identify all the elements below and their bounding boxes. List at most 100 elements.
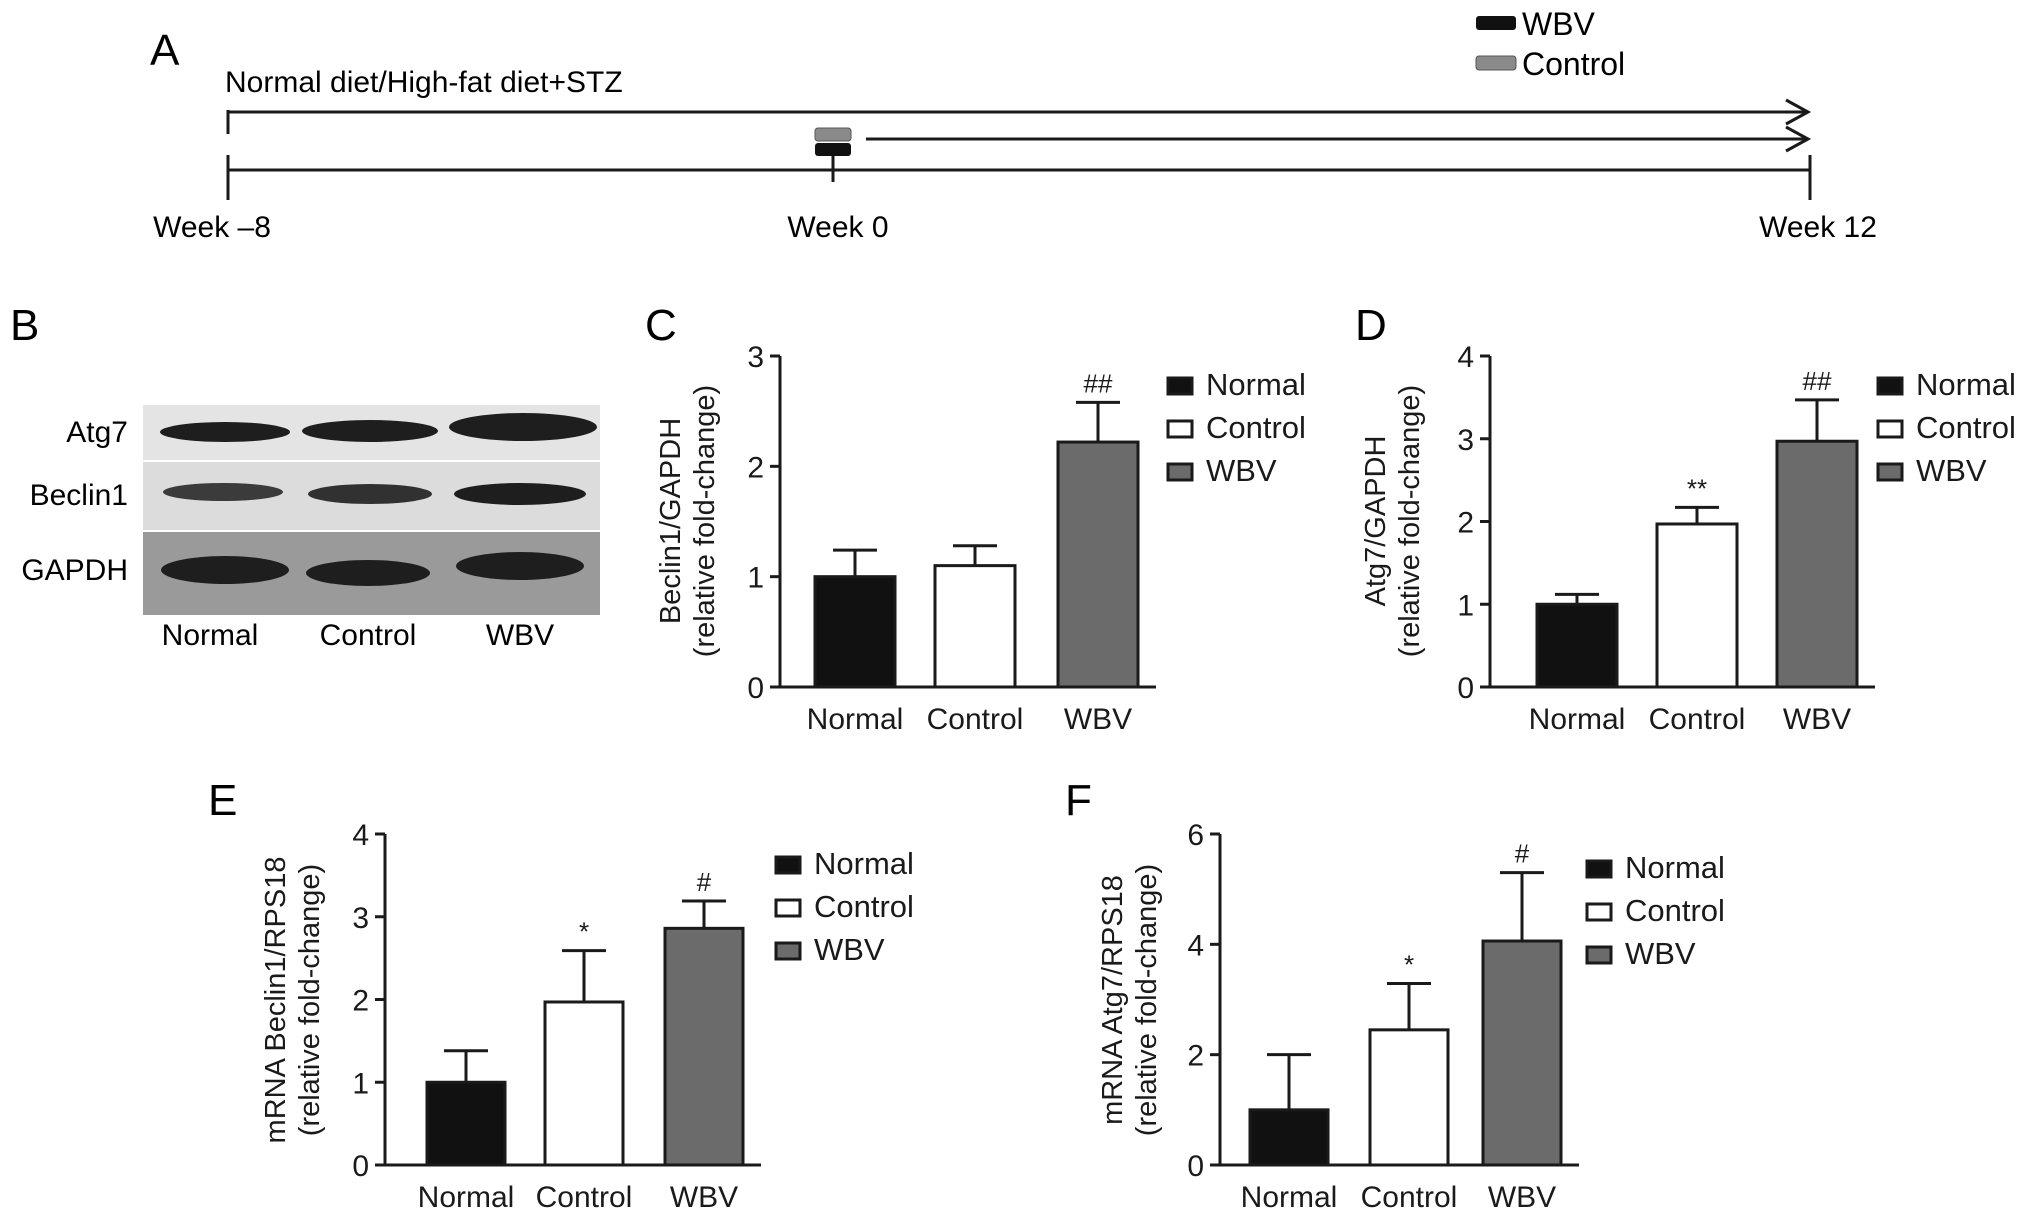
bar-control bbox=[1368, 1028, 1450, 1167]
bar-control bbox=[543, 1000, 625, 1167]
timeline-tick-label-end: Week 12 bbox=[1759, 211, 1877, 244]
bar-wbv bbox=[1775, 439, 1859, 689]
y-tick-label: 1 bbox=[352, 1067, 369, 1100]
panel-letter-a: A bbox=[150, 26, 180, 75]
x-tick-label-normal: Normal bbox=[807, 703, 904, 736]
blot-band-gapdh-control bbox=[306, 560, 430, 586]
y-tick-label: 1 bbox=[747, 562, 764, 595]
y-axis-label: Beclin1/GAPDH bbox=[655, 418, 687, 624]
legend-label-normal: Normal bbox=[1206, 367, 1306, 402]
x-tick-label-normal: Normal bbox=[418, 1181, 515, 1214]
y-axis-label-sub: (relative fold-change) bbox=[294, 864, 326, 1136]
atg7-mrna-chart: 0 2 4 6 mRNA Atg7/RPS18 (relative fold-change… bbox=[1097, 819, 1725, 1214]
y-axis-label-sub: (relative fold-change) bbox=[689, 385, 721, 657]
timeline-panel: Normal diet/High-fat diet+STZ Week –8 We… bbox=[153, 6, 1877, 244]
blot-lane-label-wbv: WBV bbox=[486, 619, 554, 652]
legend-label-wbv: WBV bbox=[814, 932, 885, 967]
y-tick-label: 4 bbox=[352, 819, 369, 852]
legend-label-control: Control bbox=[1625, 893, 1725, 928]
panel-letter-f: F bbox=[1065, 776, 1092, 825]
y-tick-label: 2 bbox=[1457, 507, 1474, 540]
regimen-label: Normal diet/High-fat diet+STZ bbox=[225, 66, 623, 99]
legend-label-control: Control bbox=[1916, 410, 2016, 445]
wbv-start-marker bbox=[815, 143, 851, 156]
significance-mark-wbv: # bbox=[1515, 839, 1530, 869]
blot-row-label-gapdh: GAPDH bbox=[21, 554, 128, 587]
blot-lane-label-control: Control bbox=[320, 619, 417, 652]
y-tick-label: 0 bbox=[1457, 672, 1474, 705]
beclin1-mrna-chart: 0 1 2 3 4 mRNA Beclin1/RPS18 (relative fold-ch… bbox=[260, 819, 914, 1214]
x-tick-label-wbv: WBV bbox=[1488, 1181, 1556, 1214]
blot-band-atg7-normal bbox=[160, 422, 290, 442]
bar-wbv bbox=[1056, 440, 1140, 689]
x-tick-label-control: Control bbox=[927, 703, 1024, 736]
legend-swatch-wbv bbox=[774, 941, 802, 961]
significance-mark-control: * bbox=[1404, 950, 1414, 980]
bar-control bbox=[933, 564, 1017, 689]
y-tick-label: 6 bbox=[1187, 819, 1204, 852]
blot-band-atg7-wbv bbox=[449, 413, 597, 441]
significance-mark-control: * bbox=[579, 917, 589, 947]
y-tick-label: 4 bbox=[1457, 341, 1474, 374]
timeline-legend-label-wbv: WBV bbox=[1522, 6, 1596, 42]
x-tick-label-control: Control bbox=[1361, 1181, 1458, 1214]
legend-label-control: Control bbox=[814, 889, 914, 924]
blot-band-atg7-control bbox=[302, 420, 438, 442]
panel-letter-d: D bbox=[1355, 301, 1387, 350]
legend-label-wbv: WBV bbox=[1625, 936, 1696, 971]
legend-swatch-normal bbox=[1166, 376, 1194, 396]
legend-swatch-wbv bbox=[1876, 462, 1904, 482]
blot-band-beclin1-wbv bbox=[454, 483, 586, 505]
significance-mark-control: ** bbox=[1687, 473, 1707, 503]
y-axis-label: mRNA Beclin1/RPS18 bbox=[260, 857, 292, 1144]
y-tick-label: 0 bbox=[747, 672, 764, 705]
significance-mark-wbv: ## bbox=[1084, 368, 1113, 398]
significance-mark-wbv: ## bbox=[1803, 366, 1832, 396]
western-blot-panel: Atg7 Beclin1 GAPDH Normal Control WBV bbox=[21, 405, 600, 652]
bar-normal bbox=[813, 575, 897, 689]
legend-label-normal: Normal bbox=[814, 846, 914, 881]
y-axis-label-sub: (relative fold-change) bbox=[1131, 864, 1163, 1136]
y-axis-label: Atg7/GAPDH bbox=[1360, 436, 1392, 607]
intervention-arrow-head bbox=[1785, 125, 1812, 153]
y-tick-label: 2 bbox=[1187, 1040, 1204, 1073]
bar-normal bbox=[1248, 1108, 1330, 1167]
y-tick-label: 1 bbox=[1457, 589, 1474, 622]
x-tick-label-control: Control bbox=[536, 1181, 633, 1214]
blot-row-label-beclin1: Beclin1 bbox=[30, 479, 128, 512]
panel-letter-e: E bbox=[208, 776, 237, 825]
x-tick-label-control: Control bbox=[1649, 703, 1746, 736]
x-tick-label-wbv: WBV bbox=[1783, 703, 1851, 736]
y-tick-label: 4 bbox=[1187, 929, 1204, 962]
bar-control bbox=[1655, 522, 1739, 689]
y-tick-label: 3 bbox=[747, 341, 764, 374]
panel-letter-c: C bbox=[645, 301, 677, 350]
timeline-legend-label-control: Control bbox=[1522, 46, 1625, 82]
control-start-marker bbox=[814, 127, 852, 142]
bar-wbv bbox=[663, 926, 745, 1167]
significance-mark-wbv: # bbox=[697, 867, 712, 897]
blot-row-label-atg7: Atg7 bbox=[66, 416, 128, 449]
timeline-legend-swatch-wbv bbox=[1476, 16, 1516, 30]
x-tick-label-normal: Normal bbox=[1241, 1181, 1338, 1214]
legend-label-normal: Normal bbox=[1625, 850, 1725, 885]
legend-swatch-control bbox=[1166, 419, 1194, 439]
legend-swatch-wbv bbox=[1166, 462, 1194, 482]
panel-letter-b: B bbox=[10, 301, 39, 350]
blot-lane-label-normal: Normal bbox=[162, 619, 259, 652]
legend-swatch-normal bbox=[1585, 859, 1613, 879]
legend-swatch-control bbox=[1876, 419, 1904, 439]
blot-band-gapdh-normal bbox=[161, 556, 289, 584]
x-tick-label-normal: Normal bbox=[1529, 703, 1626, 736]
bar-normal bbox=[425, 1080, 507, 1167]
legend-label-wbv: WBV bbox=[1916, 453, 1987, 488]
timeline-tick-label-mid: Week 0 bbox=[787, 211, 888, 244]
blot-band-gapdh-wbv bbox=[456, 552, 584, 580]
y-tick-label: 3 bbox=[1457, 424, 1474, 457]
legend-label-wbv: WBV bbox=[1206, 453, 1277, 488]
legend-swatch-normal bbox=[1876, 376, 1904, 396]
blot-band-beclin1-normal bbox=[163, 483, 283, 501]
legend-swatch-normal bbox=[774, 855, 802, 875]
legend-swatch-wbv bbox=[1585, 945, 1613, 965]
